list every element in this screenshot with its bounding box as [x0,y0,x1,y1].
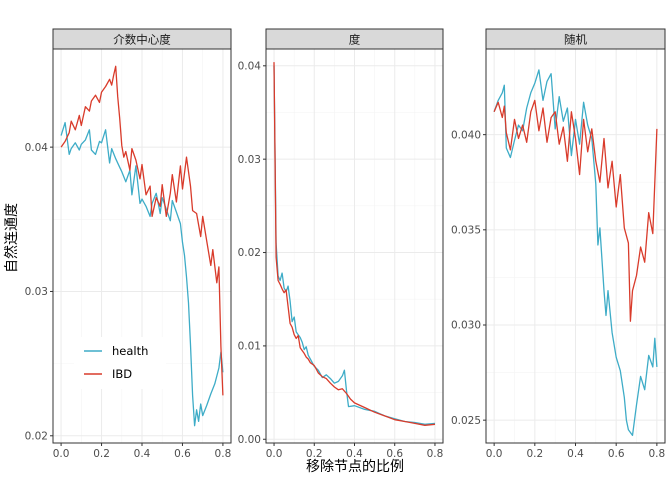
x-tick-label: 0.4 [567,448,584,460]
x-axis-title: 移除节点的比例 [306,459,404,475]
x-tick-label: 0.6 [608,448,625,460]
panel-3: 随机 0.0 0.2 0.4 0.6 0.8 0.025 0.030 0.035 0.040 [451,28,666,460]
legend-label-ibd: IBD [112,367,132,381]
x-tick-label: 0.8 [649,448,666,460]
facet-panels: 介数中心度 0.0 0.2 0.4 0.6 0.8 0.02 0.03 0.04 度 0.0 0.2 0… [25,28,666,460]
panel-border [485,48,666,444]
y-tick-label: 0.00 [238,434,261,446]
y-tick-label: 0.040 [451,129,481,141]
x-tick-label: 0.0 [266,448,283,460]
legend-label-health: health [112,344,148,358]
y-axis-title: 自然连通度 [3,203,20,273]
y-tick-label: 0.025 [451,415,481,427]
panel-title: 随机 [564,33,587,47]
x-tick-label: 0.8 [427,448,444,460]
panel-title: 介数中心度 [113,33,171,47]
x-tick-label: 0.2 [526,448,543,460]
x-tick-label: 0.6 [386,448,403,460]
panel-2: 度 0.0 0.2 0.4 0.6 0.8 0.00 0.01 0.02 0.03 0.04 [238,28,444,460]
x-tick-label: 0.6 [174,448,191,460]
series-line-health [493,69,658,437]
x-tick-label: 0.4 [134,448,151,460]
y-tick-label: 0.030 [451,320,481,332]
y-tick-label: 0.04 [25,142,49,154]
y-tick-label: 0.02 [238,247,261,259]
x-tick-label: 0.8 [215,448,232,460]
series-line-ibd [273,62,436,426]
y-tick-label: 0.04 [238,61,262,73]
panel-border [265,48,444,444]
series-line-health [60,121,224,427]
x-tick-label: 0.0 [53,448,70,460]
x-tick-label: 0.2 [93,448,110,460]
y-tick-label: 0.03 [238,154,261,166]
panel-title: 度 [349,33,361,47]
legend-background [74,337,166,389]
legend: health IBD [74,337,166,389]
y-tick-label: 0.01 [238,341,261,353]
x-tick-label: 0.4 [346,448,363,460]
x-tick-label: 0.0 [486,448,503,460]
series-line-ibd [493,99,658,322]
x-tick-label: 0.2 [306,448,323,460]
series-line-ibd [60,65,224,396]
panel-border [52,48,232,444]
y-tick-label: 0.02 [25,430,48,442]
y-tick-label: 0.035 [451,225,481,237]
y-tick-label: 0.03 [25,286,48,298]
panel-1: 介数中心度 0.0 0.2 0.4 0.6 0.8 0.02 0.03 0.04 [25,28,232,460]
